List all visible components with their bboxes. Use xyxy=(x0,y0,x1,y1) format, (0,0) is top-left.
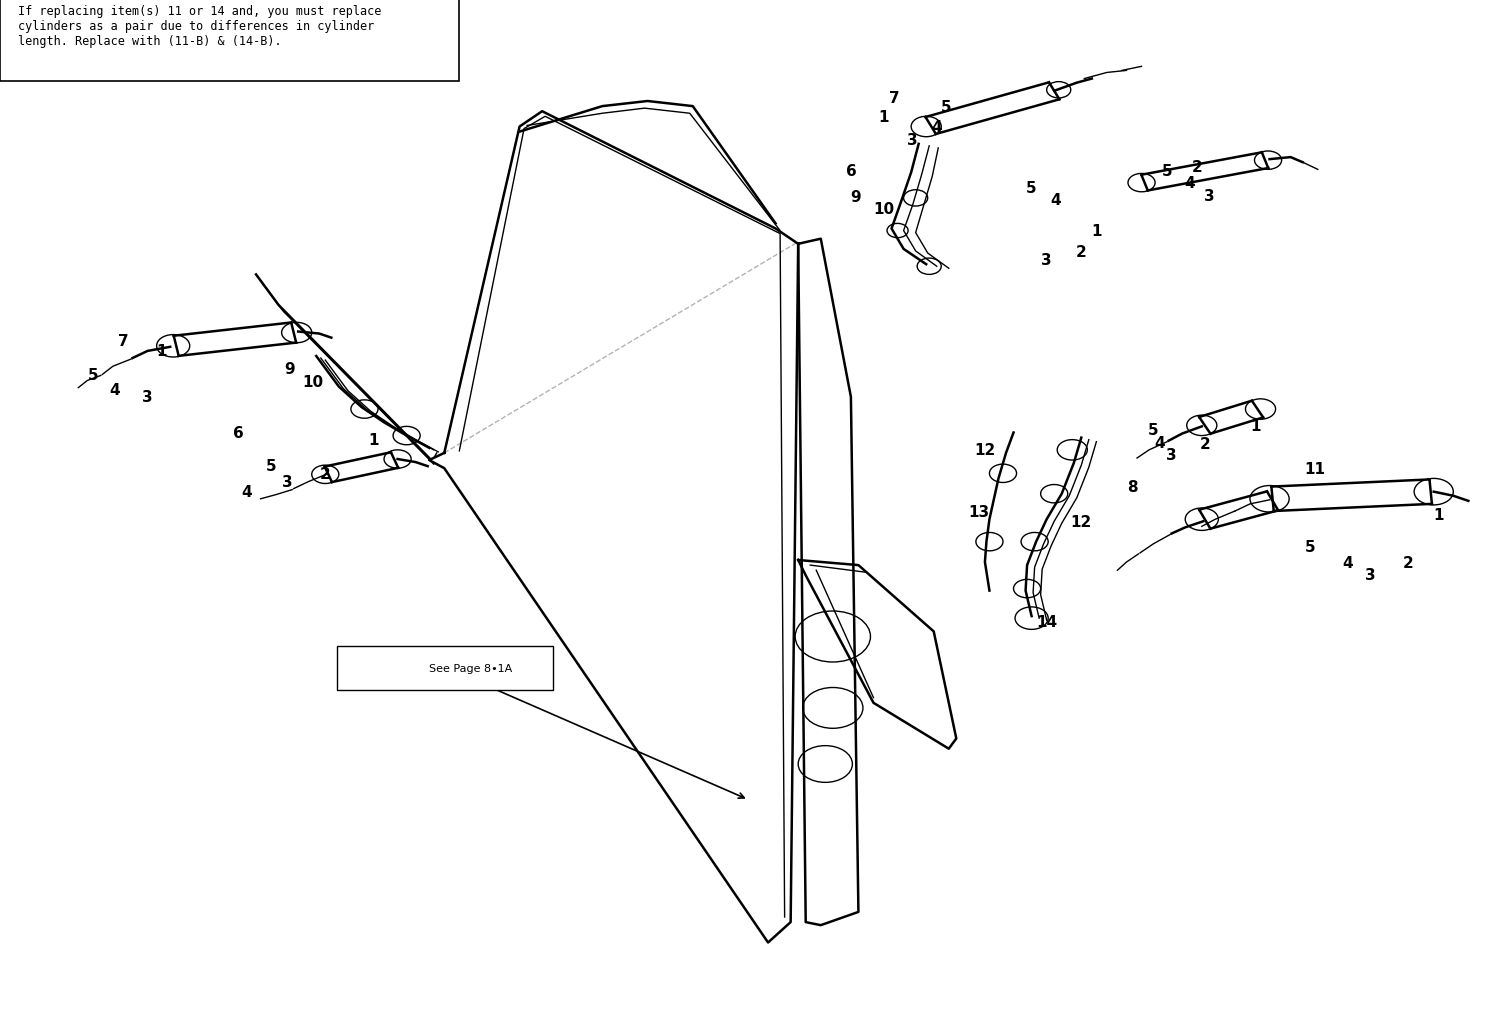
Text: 10: 10 xyxy=(873,202,895,216)
Text: 1: 1 xyxy=(880,110,889,124)
Text: 7: 7 xyxy=(889,92,901,106)
Text: 3: 3 xyxy=(1166,448,1178,463)
Text: 13: 13 xyxy=(968,504,989,519)
Text: 5: 5 xyxy=(940,100,952,114)
Text: 5: 5 xyxy=(1161,164,1173,178)
Text: 3: 3 xyxy=(282,475,294,489)
Text: 5: 5 xyxy=(1304,540,1316,554)
Text: 4: 4 xyxy=(1050,194,1062,208)
Text: 10: 10 xyxy=(303,375,324,389)
Text: 5: 5 xyxy=(1148,423,1160,437)
Text: 3: 3 xyxy=(1203,190,1215,204)
Text: 3: 3 xyxy=(1041,253,1053,267)
Text: 3: 3 xyxy=(907,133,919,148)
Text: 4: 4 xyxy=(931,120,943,135)
Text: 1: 1 xyxy=(1434,507,1443,522)
Text: 4: 4 xyxy=(108,383,120,397)
Text: 3: 3 xyxy=(142,390,154,405)
Text: 5: 5 xyxy=(87,368,99,382)
Text: 6: 6 xyxy=(845,164,857,178)
Text: 4: 4 xyxy=(1184,176,1196,191)
Text: 12: 12 xyxy=(974,443,995,458)
Text: 2: 2 xyxy=(1402,555,1414,570)
Text: 1: 1 xyxy=(1092,224,1101,238)
Text: 2: 2 xyxy=(1199,437,1211,451)
Text: 2: 2 xyxy=(1075,246,1087,260)
Text: 7: 7 xyxy=(117,334,130,348)
Text: 9: 9 xyxy=(283,362,295,376)
Text: 6: 6 xyxy=(232,426,244,440)
Text: 11: 11 xyxy=(1304,462,1325,476)
Text: See Page 8•1A: See Page 8•1A xyxy=(429,663,512,673)
FancyBboxPatch shape xyxy=(337,646,553,690)
Text: 5: 5 xyxy=(1026,181,1038,196)
Text: 5: 5 xyxy=(265,459,277,473)
Text: 14: 14 xyxy=(1036,614,1057,629)
Text: 1: 1 xyxy=(1251,419,1261,433)
Text: 4: 4 xyxy=(1154,436,1166,450)
Text: 2: 2 xyxy=(1191,160,1203,174)
Text: 4: 4 xyxy=(241,485,253,499)
Text: 3: 3 xyxy=(1364,568,1376,582)
Text: 9: 9 xyxy=(849,191,861,205)
Text: 2: 2 xyxy=(319,467,331,481)
Text: 1: 1 xyxy=(157,344,166,359)
Text: 8: 8 xyxy=(1126,480,1139,494)
Text: If replacing item(s) 11 or 14 and, you must replace
cylinders as a pair due to d: If replacing item(s) 11 or 14 and, you m… xyxy=(18,5,381,48)
Text: 1: 1 xyxy=(369,433,378,447)
FancyBboxPatch shape xyxy=(0,0,459,82)
Text: 4: 4 xyxy=(1342,555,1354,570)
Text: 12: 12 xyxy=(1071,515,1092,529)
